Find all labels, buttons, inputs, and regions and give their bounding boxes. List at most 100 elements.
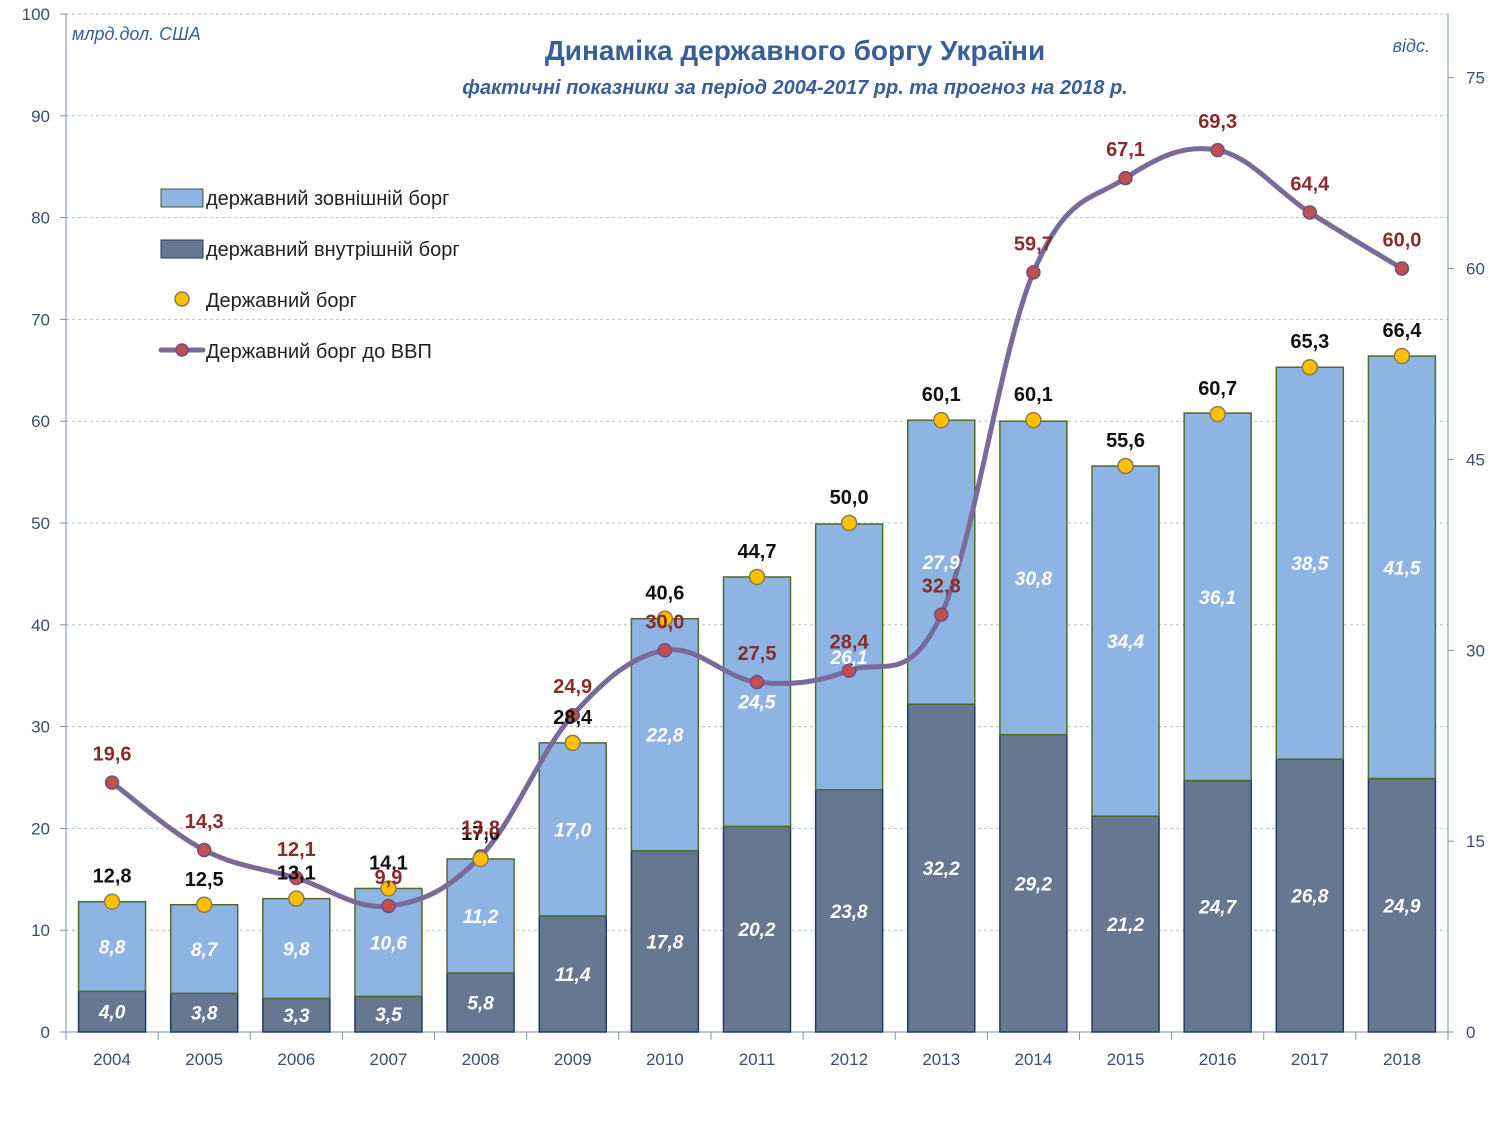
bar-internal-2016 (1183, 779, 1252, 1033)
label-internal-2017: 26,8 (1290, 887, 1328, 908)
gdp-ratio-line (109, 146, 1405, 909)
label-total-2017: 65,3 (1290, 331, 1329, 353)
legend-swatch-internal (160, 239, 204, 259)
gdp-point-2007 (381, 898, 396, 914)
label-internal-2016: 24,7 (1198, 897, 1237, 918)
left-tick-label-50: 50 (31, 514, 50, 533)
label-total-2011: 44,7 (738, 541, 777, 563)
bar-external-2013 (907, 419, 976, 705)
left-tick-label-80: 80 (31, 209, 50, 228)
gdp-point-2005 (196, 842, 212, 858)
bar-internal-2013 (907, 703, 976, 1033)
legend-swatch-external (160, 188, 204, 208)
left-tick-label-40: 40 (31, 616, 50, 635)
label-total-2005: 12,5 (185, 869, 224, 891)
x-tick-label-2013: 2013 (922, 1050, 960, 1069)
label-external-2005: 8,7 (191, 940, 219, 961)
label-external-2014: 30,8 (1015, 569, 1052, 590)
label-internal-2009: 11,4 (555, 965, 591, 986)
bar-internal-2010 (630, 850, 700, 1033)
legend-marker-total (174, 291, 190, 307)
x-tick-label-2016: 2016 (1199, 1050, 1237, 1069)
x-tick-label-2010: 2010 (646, 1050, 684, 1069)
x-tick-label-2012: 2012 (830, 1050, 868, 1069)
label-total-2015: 55,6 (1106, 430, 1145, 452)
label-total-2009: 28,4 (553, 707, 593, 729)
total-marker-2004 (103, 893, 121, 910)
bar-external-2011 (722, 576, 792, 828)
label-internal-2005: 3,8 (191, 1004, 218, 1025)
label-internal-2015: 21,2 (1106, 915, 1144, 936)
gdp-point-2017 (1302, 205, 1318, 220)
label-external-2012: 26,1 (830, 648, 868, 669)
legend-label-total: Державний борг (206, 290, 357, 312)
bar-external-2006 (262, 897, 331, 1000)
gdp-point-2013 (934, 607, 949, 622)
left-tick-label-60: 60 (31, 412, 50, 431)
bar-internal-2011 (722, 825, 792, 1033)
bar-internal-2015 (1091, 815, 1160, 1033)
label-external-2004: 8,8 (99, 937, 126, 958)
label-external-2017: 38,5 (1291, 554, 1328, 575)
left-tick-label-90: 90 (31, 107, 50, 126)
label-total-2012: 50,0 (830, 487, 869, 509)
total-marker-2017 (1301, 358, 1319, 376)
x-tick-label-2006: 2006 (277, 1050, 315, 1069)
label-external-2016: 36,1 (1199, 588, 1236, 609)
label-external-2008: 11,2 (463, 907, 499, 928)
bar-external-2015 (1091, 465, 1160, 817)
bar-external-2009 (538, 742, 607, 917)
total-marker-2010 (656, 610, 674, 627)
bar-internal-2008 (446, 972, 515, 1033)
total-marker-2013 (933, 411, 950, 429)
gdp-point-2011 (749, 674, 765, 690)
label-gdp-2010: 30,0 (645, 611, 684, 633)
label-gdp-2011: 27,5 (738, 643, 777, 665)
data-labels: 4,0 8,8 3,8 8,7 3,3 9,8 3,5 10,6 5,8 11,2 11,4 17,0… (93, 111, 1423, 1027)
total-marker-2008 (472, 850, 489, 868)
label-gdp-2018: 60,0 (1382, 230, 1421, 252)
label-gdp-2012: 28,4 (830, 632, 870, 654)
chart-subtitle: фактичні показники за період 2004-2017 р… (462, 77, 1127, 99)
legend: державний зовнішній борг державний внутр… (158, 188, 460, 363)
label-gdp-2015: 67,1 (1106, 139, 1145, 161)
left-tick-label-100: 100 (22, 5, 50, 24)
left-tick-label-20: 20 (31, 819, 50, 838)
bar-internal-2004 (77, 990, 147, 1033)
left-tick-label-70: 70 (31, 310, 50, 329)
gdp-point-2014 (1026, 265, 1041, 280)
right-tick-label-75: 75 (1466, 69, 1485, 88)
label-total-2006: 13,1 (277, 863, 316, 885)
bar-internal-2017 (1275, 758, 1345, 1033)
label-internal-2006: 3,3 (283, 1006, 310, 1027)
label-internal-2012: 23,8 (830, 902, 868, 923)
left-tick-label-10: 10 (31, 921, 50, 940)
bar-internal-2005 (169, 992, 239, 1033)
gdp-ratio-line-group (104, 142, 1410, 914)
x-tick-label-2007: 2007 (370, 1050, 408, 1069)
legend-label-gdp: Державний борг до ВВП (206, 341, 432, 363)
label-gdp-2007: 9,9 (375, 867, 403, 889)
bar-internal-2012 (814, 788, 884, 1033)
gdp-point-2006 (289, 870, 304, 886)
label-external-2015: 34,4 (1107, 632, 1144, 653)
x-tick-label-2017: 2017 (1291, 1050, 1329, 1069)
label-internal-2008: 5,8 (467, 993, 494, 1014)
label-gdp-2013: 32,8 (922, 576, 961, 598)
label-internal-2007: 3,5 (375, 1005, 402, 1026)
label-total-2013: 60,1 (922, 384, 961, 406)
total-marker-2018 (1393, 347, 1411, 365)
label-total-2004: 12,8 (93, 866, 132, 888)
label-total-2008: 17,0 (461, 823, 500, 845)
label-external-2011: 24,5 (738, 693, 776, 714)
x-tick-label-2014: 2014 (1014, 1050, 1052, 1069)
gdp-point-2010 (657, 643, 673, 658)
total-marker-2009 (564, 734, 581, 752)
label-external-2007: 10,6 (370, 933, 407, 954)
right-axis-unit: відс. (1393, 36, 1430, 56)
label-external-2009: 17,0 (554, 820, 591, 841)
gdp-point-2018 (1394, 261, 1410, 276)
x-tick-label-2004: 2004 (93, 1050, 131, 1069)
label-gdp-2017: 64,4 (1290, 174, 1330, 196)
